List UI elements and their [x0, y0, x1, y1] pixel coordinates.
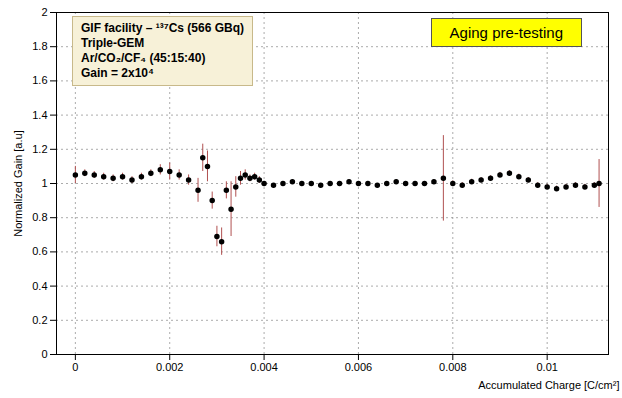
svg-text:1.2: 1.2: [32, 143, 47, 155]
svg-text:0.006: 0.006: [345, 361, 373, 373]
svg-text:0: 0: [41, 348, 47, 360]
html-text:Gain = 2x10⁴: Gain = 2x10⁴: [81, 66, 154, 80]
html-text:GIF facility – ¹³⁷Cs (566 GBq): GIF facility – ¹³⁷Cs (566 GBq): [81, 21, 244, 35]
svg-text:0.8: 0.8: [32, 211, 47, 223]
svg-text:1.8: 1.8: [32, 40, 47, 52]
svg-text:0.008: 0.008: [439, 361, 467, 373]
svg-text:0.2: 0.2: [32, 314, 47, 326]
svg-text:0.4: 0.4: [32, 280, 47, 292]
html-text:Ar/CO₂/CF₄ (45:15:40): Ar/CO₂/CF₄ (45:15:40): [81, 51, 206, 65]
svg-text:1: 1: [41, 177, 47, 189]
html-text:Triple-GEM: Triple-GEM: [81, 36, 145, 50]
svg-text:0.002: 0.002: [156, 361, 184, 373]
svg-text:Accumulated Charge [C/cm²]: Accumulated Charge [C/cm²]: [478, 379, 619, 391]
svg-text:0: 0: [72, 361, 78, 373]
svg-text:1.4: 1.4: [32, 109, 47, 121]
svg-text:2: 2: [41, 6, 47, 18]
svg-text:0.01: 0.01: [536, 361, 557, 373]
svg-text:Normalized Gain [a.u]: Normalized Gain [a.u]: [12, 130, 24, 236]
svg-text:0.6: 0.6: [32, 245, 47, 257]
svg-text:1.6: 1.6: [32, 74, 47, 86]
svg-text:0.004: 0.004: [250, 361, 278, 373]
html-text:Aging pre-testing: Aging pre-testing: [449, 24, 563, 41]
